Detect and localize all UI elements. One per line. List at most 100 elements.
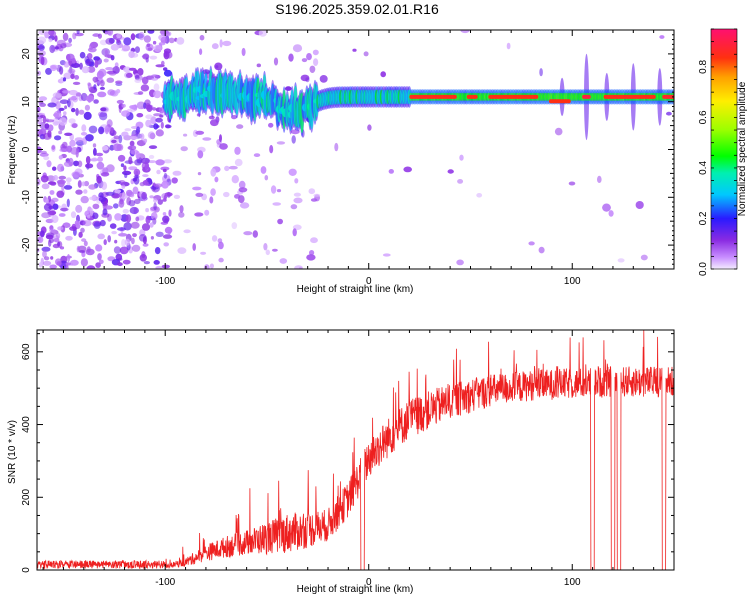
spectrogram-noise-blob bbox=[71, 107, 76, 113]
spectrogram-noise-blob bbox=[107, 235, 111, 243]
spectrogram-noise-blob bbox=[147, 30, 155, 34]
colorbar-tick-label: 0.4 bbox=[698, 161, 709, 175]
spectrogram-noise-blob bbox=[51, 197, 59, 203]
spectrogram-noise-blob bbox=[118, 104, 122, 113]
spectrogram-noise-blob bbox=[155, 159, 165, 166]
spectrogram-noise-blob bbox=[219, 134, 222, 143]
spectrogram-noise-blob bbox=[142, 174, 149, 178]
spectrogram-noise-blob bbox=[62, 32, 69, 42]
spectrogram-noise-blob bbox=[300, 74, 310, 82]
spectrogram-noise-blob bbox=[146, 43, 151, 48]
spectrogram-noise-blob bbox=[45, 119, 55, 123]
spectrogram-noise-blob bbox=[153, 90, 162, 99]
spectrogram-noise-blob bbox=[208, 115, 215, 120]
chart-title: S196.2025.359.02.01.R16 bbox=[275, 1, 439, 17]
spectrogram-noise-blob bbox=[80, 132, 88, 136]
spectrogram-noise-blob bbox=[134, 46, 140, 53]
spectrogram-noise-blob bbox=[539, 68, 543, 77]
spectrogram-noise-blob bbox=[89, 207, 94, 217]
spectrogram-noise-blob bbox=[121, 44, 131, 52]
spectrogram-noise-blob bbox=[106, 119, 113, 128]
spectrogram-noise-blob bbox=[77, 160, 83, 168]
spectrogram-marks bbox=[37, 30, 674, 269]
spectrogram-noise-blob bbox=[163, 194, 167, 200]
spectrogram-noise-blob bbox=[155, 117, 163, 123]
spectrogram-noise-blob bbox=[122, 259, 131, 265]
spectrogram-noise-blob bbox=[95, 244, 103, 252]
spectrogram-noise-blob bbox=[367, 124, 372, 131]
spectrogram-noise-blob bbox=[42, 116, 47, 124]
spectrogram-noise-blob bbox=[40, 150, 47, 154]
spectrogram-noise-blob bbox=[148, 181, 153, 185]
spectrogram-noise-blob bbox=[142, 243, 149, 247]
spectrogram-noise-blob bbox=[74, 75, 80, 80]
spectrogram-noise-blob bbox=[87, 82, 92, 91]
spectrogram-noise-blob bbox=[41, 246, 51, 252]
spectrogram-noise-blob bbox=[84, 104, 90, 111]
spectrogram-noise-blob bbox=[635, 201, 644, 209]
spectrogram-noise-blob bbox=[173, 194, 181, 199]
spectrogram-noise-blob bbox=[219, 39, 223, 48]
spectrogram-noise-blob bbox=[165, 124, 172, 129]
spectrogram-noise-blob bbox=[114, 239, 118, 244]
spectrogram-noise-blob bbox=[179, 205, 184, 213]
spectrogram-noise-blob bbox=[222, 40, 232, 47]
spectrogram-noise-blob bbox=[124, 238, 131, 246]
spectrogram-noise-blob bbox=[153, 113, 162, 117]
colorbar-gradient bbox=[710, 28, 738, 270]
spectrogram-noise-blob bbox=[61, 185, 65, 191]
spectrogram-noise-blob bbox=[130, 136, 138, 140]
spectrogram-noise-blob bbox=[43, 203, 52, 212]
spectrogram-noise-blob bbox=[85, 163, 94, 169]
spectrogram-noise-blob bbox=[288, 168, 297, 176]
spectrogram-noise-blob bbox=[121, 110, 130, 117]
spectrogram-noise-blob bbox=[506, 42, 511, 50]
spectrogram-noise-blob bbox=[79, 62, 83, 70]
spectrogram-noise-blob bbox=[70, 211, 77, 219]
spectrogram-noise-blob bbox=[98, 196, 107, 202]
spectrogram-noise-blob bbox=[126, 189, 133, 196]
colorbar-tick-label: 0.8 bbox=[698, 60, 709, 74]
spectrogram-noise-blob bbox=[44, 123, 50, 129]
spectrogram-noise-blob bbox=[74, 137, 84, 143]
spectrogram-noise-blob bbox=[58, 107, 65, 111]
spectrogram-noise-blob bbox=[105, 125, 109, 133]
spectrogram-noise-blob bbox=[93, 221, 101, 229]
spectrogram-noise-blob bbox=[129, 206, 139, 215]
spectrogram-noise-blob bbox=[319, 75, 328, 83]
spectrogram-noise-blob bbox=[70, 259, 79, 266]
spectrogram-noise-blob bbox=[200, 251, 207, 255]
spectrogram-xtick-label: 0 bbox=[366, 276, 372, 287]
spectrogram-noise-blob bbox=[98, 259, 104, 265]
spectrogram-noise-blob bbox=[122, 208, 129, 214]
spectrogram-noise-blob bbox=[97, 233, 105, 240]
spectrogram-noise-blob bbox=[270, 185, 277, 194]
spectrogram-noise-blob bbox=[298, 266, 303, 269]
spectrogram-noise-blob bbox=[161, 60, 165, 66]
spectrogram-tone-core bbox=[409, 94, 457, 99]
spectrogram-noise-blob bbox=[149, 55, 158, 60]
spectrogram-noise-blob bbox=[218, 257, 224, 263]
spectrogram-noise-blob bbox=[153, 183, 163, 188]
spectrogram-noise-blob bbox=[93, 147, 97, 156]
spectrogram-noise-blob bbox=[121, 184, 126, 189]
spectrogram-noise-blob bbox=[55, 258, 62, 266]
spectrogram-noise-blob bbox=[130, 221, 140, 229]
spectrogram-noise-blob bbox=[121, 103, 126, 108]
snr-background bbox=[37, 330, 674, 570]
spectrogram-noise-blob bbox=[313, 193, 321, 197]
spectrogram-tone-core bbox=[603, 94, 656, 99]
spectrogram-noise-blob bbox=[87, 214, 91, 219]
spectrogram-noise-blob bbox=[76, 245, 80, 253]
spectrogram-noise-blob bbox=[40, 56, 45, 66]
spectrogram-noise-blob bbox=[109, 223, 117, 229]
spectrogram-noise-blob bbox=[123, 37, 132, 46]
spectrogram-noise-blob bbox=[63, 111, 67, 116]
spectrogram-noise-blob bbox=[87, 66, 96, 73]
spectrogram-noise-blob bbox=[68, 37, 72, 44]
spectrogram-noise-blob bbox=[256, 63, 261, 68]
spectrogram-noise-blob bbox=[51, 144, 56, 152]
spectrogram-noise-blob bbox=[131, 244, 141, 252]
spectrogram-noise-blob bbox=[161, 180, 169, 189]
spectrogram-noise-blob bbox=[69, 226, 78, 231]
